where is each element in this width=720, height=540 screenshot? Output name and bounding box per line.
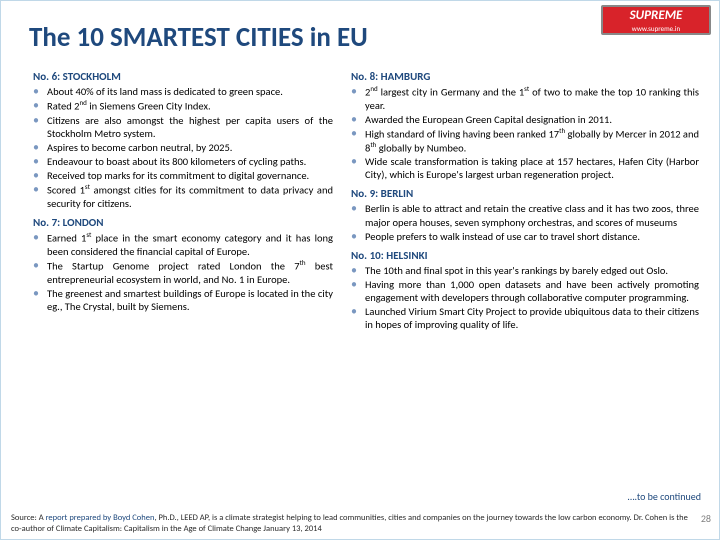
list-item: High standard of living having been rank… <box>351 127 699 154</box>
city-points: The 10th and final spot in this year's r… <box>351 264 699 332</box>
list-item: The 10th and final spot in this year's r… <box>351 264 699 277</box>
left-column: No. 6: STOCKHOLM About 40% of its land ma… <box>33 64 333 332</box>
city-heading: No. 9: BERLIN <box>351 187 699 200</box>
city-points: Berlin is able to attract and retain the… <box>351 202 699 242</box>
source-prefix: Source: A <box>11 513 46 523</box>
list-item: Wide scale transformation is taking plac… <box>351 155 699 181</box>
list-item: People prefers to walk instead of use ca… <box>351 230 699 243</box>
list-item: Having more than 1,000 open datasets and… <box>351 278 699 304</box>
list-item: The Startup Genome project rated London … <box>33 259 333 286</box>
source-highlight: report prepared by Boyd Cohen <box>46 513 155 523</box>
to-be-continued: ….to be continued <box>628 490 701 503</box>
city-points: 2nd largest city in Germany and the 1st … <box>351 85 699 181</box>
list-item: Rated 2nd in Siemens Green City Index. <box>33 99 333 113</box>
list-item: Berlin is able to attract and retain the… <box>351 202 699 228</box>
list-item: Earned 1st place in the smart economy ca… <box>33 231 333 258</box>
brand-url: www.supreme.in <box>603 25 709 33</box>
city-points: Earned 1st place in the smart economy ca… <box>33 231 333 313</box>
source-footer: Source: A report prepared by Boyd Cohen,… <box>11 513 691 535</box>
list-item: Awarded the European Green Capital desig… <box>351 113 699 126</box>
page-number: 28 <box>701 512 711 525</box>
list-item: 2nd largest city in Germany and the 1st … <box>351 85 699 112</box>
list-item: Citizens are also amongst the highest pe… <box>33 114 333 140</box>
city-heading: No. 8: HAMBURG <box>351 70 699 83</box>
list-item: The greenest and smartest buildings of E… <box>33 287 333 313</box>
list-item: Launched Virium Smart City Project to pr… <box>351 305 699 331</box>
list-item: Aspires to become carbon neutral, by 202… <box>33 141 333 154</box>
list-item: About 40% of its land mass is dedicated … <box>33 85 333 98</box>
list-item: Scored 1st amongst cities for its commit… <box>33 183 333 210</box>
city-heading: No. 6: STOCKHOLM <box>33 70 333 83</box>
list-item: Received top marks for its commitment to… <box>33 169 333 182</box>
brand-logo: SUPREME www.supreme.in <box>601 5 711 35</box>
list-item: Endeavour to boast about its 800 kilomet… <box>33 155 333 168</box>
content-columns: No. 6: STOCKHOLM About 40% of its land ma… <box>1 54 719 332</box>
brand-name: SUPREME <box>603 7 709 25</box>
right-column: No. 8: HAMBURG 2nd largest city in German… <box>351 64 699 332</box>
city-heading: No. 10: HELSINKI <box>351 249 699 262</box>
city-points: About 40% of its land mass is dedicated … <box>33 85 333 210</box>
city-heading: No. 7: LONDON <box>33 216 333 229</box>
